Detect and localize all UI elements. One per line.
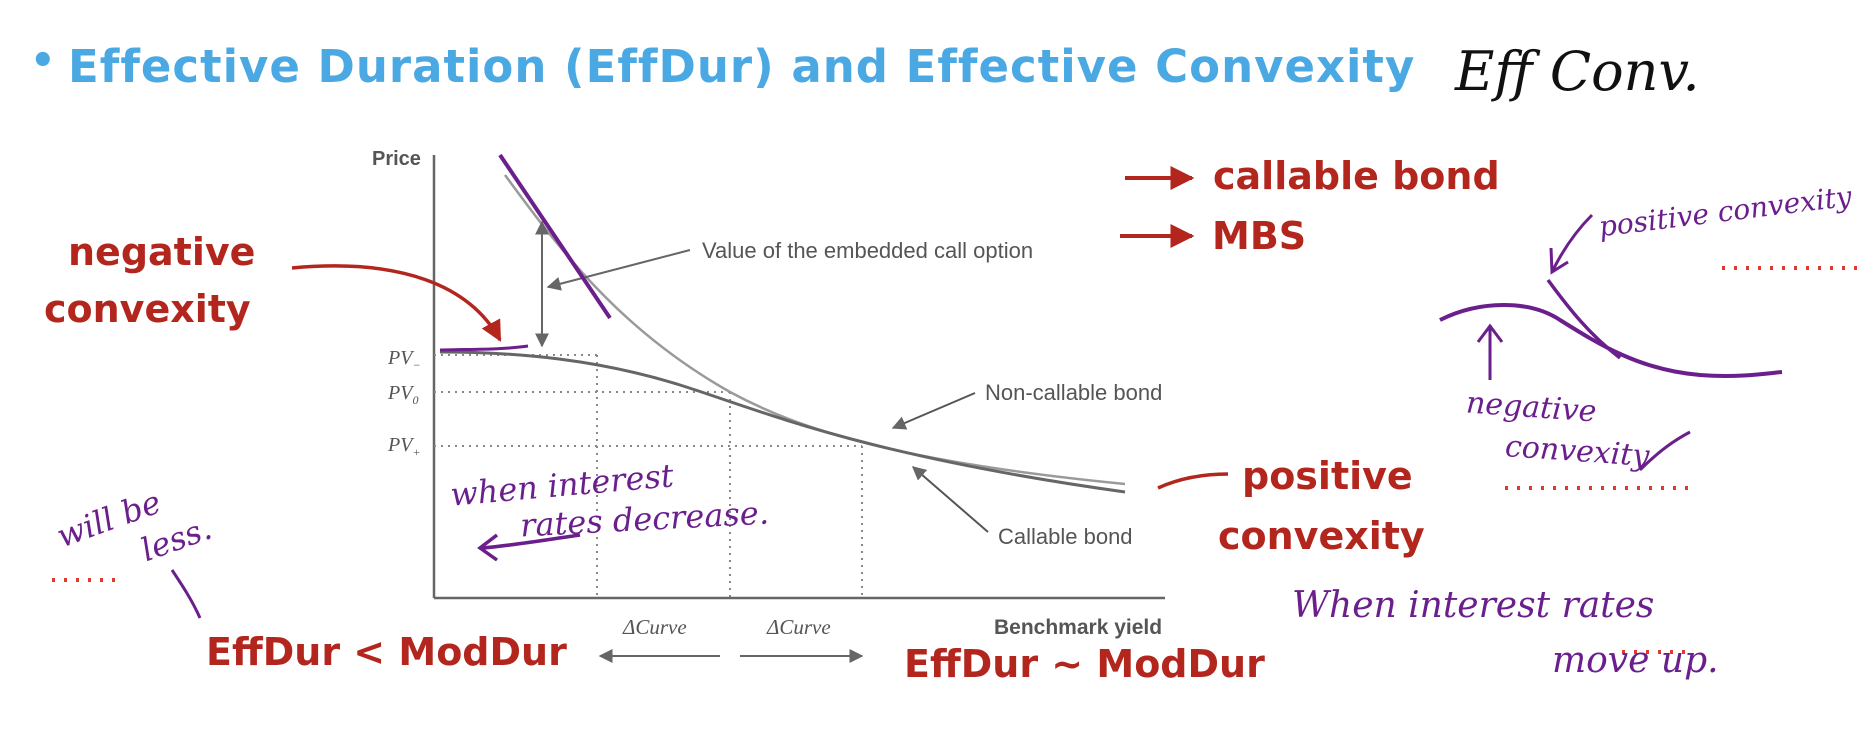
negative-convexity-arrow [291,264,502,342]
call-option-label: Value of the embedded call option [702,238,1034,263]
callable-curve [439,350,1126,494]
pv-minus-purple-mark [439,344,529,352]
callable-label: Callable bond [998,524,1133,549]
effdur-similar-annotation: EffDur ~ ModDur [904,642,1265,686]
pv-plus-label: PV+ [388,434,421,459]
tangent-line-purple [498,153,612,320]
noncallable-label: Non-callable bond [985,380,1163,405]
noncallable-curve [503,174,1126,486]
negative-convexity-label-2: convexity [44,287,251,331]
sketch-negative-arrowhead [1476,323,1504,343]
sketch-negative-swash [1638,430,1691,472]
mbs-annotation: MBS [1212,214,1307,258]
rates-up-note-2: move up. [1552,640,1719,681]
rates-up-note-1: When interest rates [1292,585,1655,626]
callable-bond-annotation: callable bond [1213,154,1500,198]
positive-convexity-label-1: positive [1242,454,1413,498]
delta-curve-right-label: ΔCurve [767,615,831,639]
sketch-tangent [1546,278,1622,360]
rates-decrease-arrowhead [477,533,499,562]
x-axis-label: Benchmark yield [994,616,1163,639]
rates-decrease-arrow [482,533,581,550]
effdur-less-annotation: EffDur < ModDur [206,630,567,674]
pv-zero-label: PV0 [388,382,419,407]
page-title: Effective Duration (EffDur) and Effectiv… [68,40,1416,93]
negative-convexity-label-1: negative [68,230,256,274]
y-axis-label: Price [372,148,421,170]
sketch-positive-arrow [1551,213,1594,271]
positive-convexity-label-2: convexity [1218,514,1425,558]
callable-pointer [911,466,989,533]
will-be-less-tick [170,569,202,619]
noncallable-pointer [891,392,976,430]
call-option-pointer [546,249,691,291]
positive-convexity-line [1157,472,1229,490]
handwritten-effconv: Eff Conv. [1455,40,1700,103]
title-bullet: • [30,38,56,84]
sketch-positive-arrowhead [1549,247,1569,275]
delta-curve-left-label: ΔCurve [623,615,687,639]
pv-minus-label: PV− [388,347,421,372]
